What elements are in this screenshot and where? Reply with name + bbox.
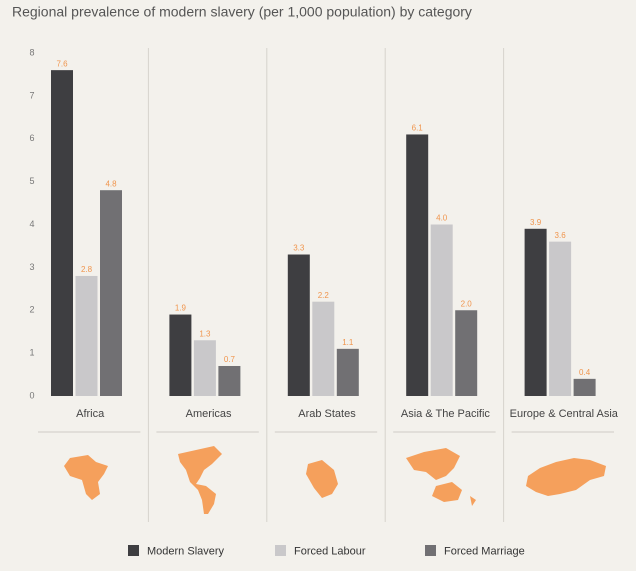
bar <box>287 254 310 396</box>
value-label: 1.3 <box>199 329 211 338</box>
x-tick-label: Europe & Central Asia <box>510 408 619 420</box>
asia-pacific-map <box>406 448 476 506</box>
y-tick-label: 5 <box>29 176 34 186</box>
value-label: 0.7 <box>224 355 236 364</box>
value-label: 6.1 <box>412 124 424 133</box>
y-tick-label: 8 <box>29 47 34 57</box>
chart-title: Regional prevalence of modern slavery (p… <box>12 4 472 20</box>
y-tick-label: 7 <box>29 90 34 100</box>
arab-states-map <box>306 460 338 498</box>
americas-map <box>178 446 222 514</box>
europe-asia-map <box>526 458 606 496</box>
value-label: 1.1 <box>342 338 354 347</box>
x-tick-label: Asia & The Pacific <box>401 408 491 420</box>
value-label: 3.6 <box>555 231 567 240</box>
value-label: 3.3 <box>293 244 305 253</box>
legend-label: Forced Labour <box>294 545 366 557</box>
y-tick-label: 3 <box>29 262 34 272</box>
value-label: 4.0 <box>436 214 448 223</box>
bar <box>312 301 335 396</box>
value-label: 7.6 <box>56 59 68 68</box>
region-maps <box>64 446 606 514</box>
bar <box>218 365 241 396</box>
value-label: 1.9 <box>175 304 187 313</box>
legend: Modern Slavery Forced Labour Forced Marria… <box>128 545 525 557</box>
value-label: 0.4 <box>579 368 591 377</box>
bar <box>549 241 572 396</box>
bar <box>430 224 453 396</box>
x-tick-label: Arab States <box>298 408 356 420</box>
bar <box>406 134 429 396</box>
legend-swatch <box>128 545 139 556</box>
bar <box>193 340 216 396</box>
value-label: 4.8 <box>105 179 117 188</box>
bar <box>100 190 122 396</box>
bar <box>51 70 73 397</box>
value-label: 2.0 <box>461 299 473 308</box>
value-label: 2.8 <box>81 265 93 274</box>
y-tick-label: 4 <box>29 219 34 229</box>
bar <box>75 275 98 396</box>
africa-map <box>64 455 108 500</box>
y-tick-label: 2 <box>29 305 34 315</box>
y-tick-label: 0 <box>29 390 34 400</box>
value-label: 3.9 <box>530 218 542 227</box>
bar <box>169 314 192 396</box>
bar <box>336 348 359 396</box>
x-tick-label: Africa <box>76 408 105 420</box>
value-label: 2.2 <box>318 291 330 300</box>
y-tick-label: 1 <box>29 348 34 358</box>
y-tick-label: 6 <box>29 133 34 143</box>
bar <box>524 228 547 396</box>
x-tick-label: Americas <box>186 408 232 420</box>
legend-swatch <box>425 545 436 556</box>
legend-label: Modern Slavery <box>147 545 225 557</box>
legend-label: Forced Marriage <box>444 545 525 557</box>
legend-swatch <box>275 545 286 556</box>
bar <box>573 378 596 396</box>
bar <box>455 310 478 396</box>
